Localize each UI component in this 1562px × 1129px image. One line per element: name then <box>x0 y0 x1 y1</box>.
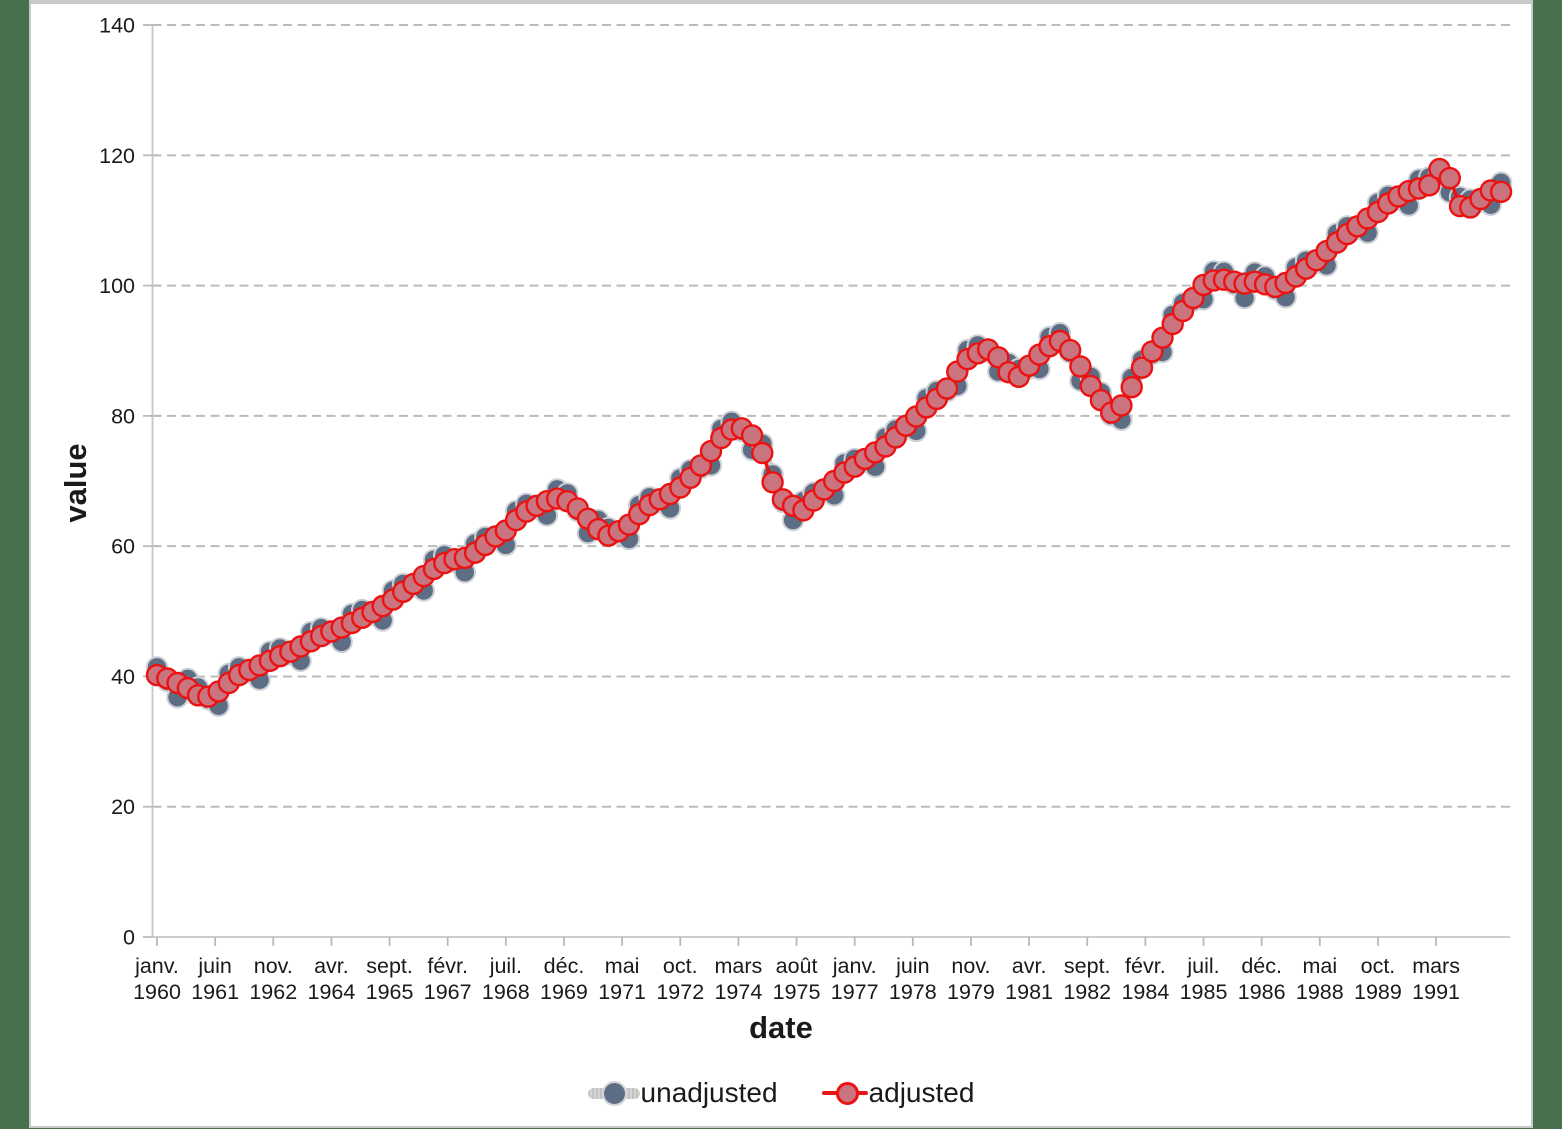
x-tick-label-year: 1968 <box>482 980 530 1004</box>
chart-panel: 0 20 40 60 80 100 120 140 janv. 1960 juin 1961 nov. 1… <box>29 0 1533 1128</box>
series-adjusted-point <box>740 424 764 447</box>
x-tick-label-month: nov. <box>254 954 293 978</box>
x-tick-label-year: 1985 <box>1180 980 1228 1004</box>
x-tick-label-month: nov. <box>951 954 990 978</box>
x-axis-title: date <box>749 1010 813 1045</box>
x-tick-label-year: 1961 <box>191 980 239 1004</box>
series-adjusted-point <box>1489 180 1513 204</box>
x-tick-label-month: déc. <box>1241 954 1282 978</box>
series-adjusted-point <box>761 471 784 494</box>
x-tick-label-year: 1969 <box>540 980 588 1004</box>
x-tick-label-month: juil. <box>1186 954 1219 978</box>
x-tick-label-year: 1979 <box>947 980 995 1004</box>
x-tick-label-month: févr. <box>1125 954 1166 978</box>
x-tick-label-year: 1960 <box>133 980 181 1004</box>
x-tick-label-month: juil. <box>489 954 522 978</box>
x-tick-label-year: 1989 <box>1354 980 1402 1004</box>
x-tick-label-year: 1965 <box>366 980 414 1004</box>
x-tick-label-month: avr. <box>1012 954 1047 978</box>
x-tick-label-month: mars <box>1412 954 1460 978</box>
y-tick-label: 100 <box>99 274 135 298</box>
y-tick-label: 140 <box>99 14 135 38</box>
series-adjusted-point <box>1417 174 1441 197</box>
x-tick-label-month: oct. <box>663 954 698 978</box>
x-tick-label-month: oct. <box>1361 954 1396 978</box>
series-adjusted-point <box>1069 355 1092 378</box>
series-adjusted-point <box>935 377 959 400</box>
x-tick-label-year: 1971 <box>598 980 646 1004</box>
x-tick-label-month: mai <box>1302 954 1337 978</box>
legend: unadjusted adjusted <box>31 1076 1531 1110</box>
y-tick-label: 40 <box>111 665 135 689</box>
legend-label-adjusted: adjusted <box>868 1077 975 1108</box>
y-tick-label: 20 <box>111 795 135 819</box>
y-tick-label: 80 <box>111 404 135 428</box>
x-tick-label-year: 1977 <box>831 980 879 1004</box>
x-tick-label-month: sept. <box>1064 954 1111 978</box>
x-tick-label-month: juin <box>197 954 231 978</box>
series-adjusted-points <box>145 157 1513 708</box>
x-tick-label-month: août <box>776 954 818 978</box>
y-tick-label: 60 <box>111 535 135 559</box>
x-tick-label-year: 1982 <box>1063 980 1111 1004</box>
unadjusted-marker-icon <box>601 1080 627 1106</box>
y-tick-label: 120 <box>99 144 135 168</box>
x-tick-labels: janv.1960juin1961nov.1962avr.1964sept.19… <box>133 937 1460 1004</box>
series-adjusted-point <box>751 441 774 465</box>
series-adjusted-point <box>1438 166 1462 190</box>
y-axis-title: value <box>58 443 93 523</box>
x-tick-label-month: avr. <box>314 954 349 978</box>
x-tick-label-month: mai <box>605 954 640 978</box>
y-tick-label: 0 <box>123 926 135 950</box>
y-tick-labels: 0 20 40 60 80 100 120 140 <box>99 14 153 950</box>
x-tick-label-month: juin <box>895 954 929 978</box>
x-tick-label-year: 1972 <box>656 980 704 1004</box>
y-gridlines <box>152 24 1510 808</box>
x-tick-label-year: 1975 <box>773 980 821 1004</box>
x-tick-label-year: 1981 <box>1005 980 1053 1004</box>
x-tick-label-month: déc. <box>544 954 585 978</box>
x-tick-label-year: 1988 <box>1296 980 1344 1004</box>
x-tick-label-year: 1974 <box>714 980 762 1004</box>
x-tick-label-year: 1964 <box>307 980 355 1004</box>
series-adjusted-point <box>1120 376 1143 399</box>
x-tick-label-year: 1978 <box>889 980 937 1004</box>
x-tick-label-year: 1984 <box>1121 980 1169 1004</box>
x-tick-label-year: 1967 <box>424 980 472 1004</box>
x-tick-label-year: 1986 <box>1238 980 1286 1004</box>
legend-label-unadjusted: unadjusted <box>640 1077 778 1108</box>
adjusted-marker-icon <box>835 1081 859 1105</box>
x-tick-label-month: sept. <box>366 954 413 978</box>
x-tick-label-month: févr. <box>427 954 468 978</box>
x-tick-label-year: 1962 <box>249 980 297 1004</box>
legend-item-unadjusted: unadjusted <box>587 1076 778 1110</box>
x-tick-label-month: janv. <box>134 954 179 978</box>
x-tick-label-month: janv. <box>832 954 877 978</box>
series-adjusted-point <box>987 346 1010 369</box>
chart-canvas: 020406080100120140janv.1960juin1961nov.1… <box>99 14 1513 1004</box>
series-adjusted-point <box>1130 356 1154 379</box>
series-adjusted-point <box>1110 394 1133 417</box>
x-tick-label-month: mars <box>715 954 763 978</box>
x-tick-label-year: 1991 <box>1412 980 1460 1004</box>
legend-item-adjusted: adjusted <box>821 1076 975 1110</box>
series-adjusted-point <box>1058 338 1082 362</box>
